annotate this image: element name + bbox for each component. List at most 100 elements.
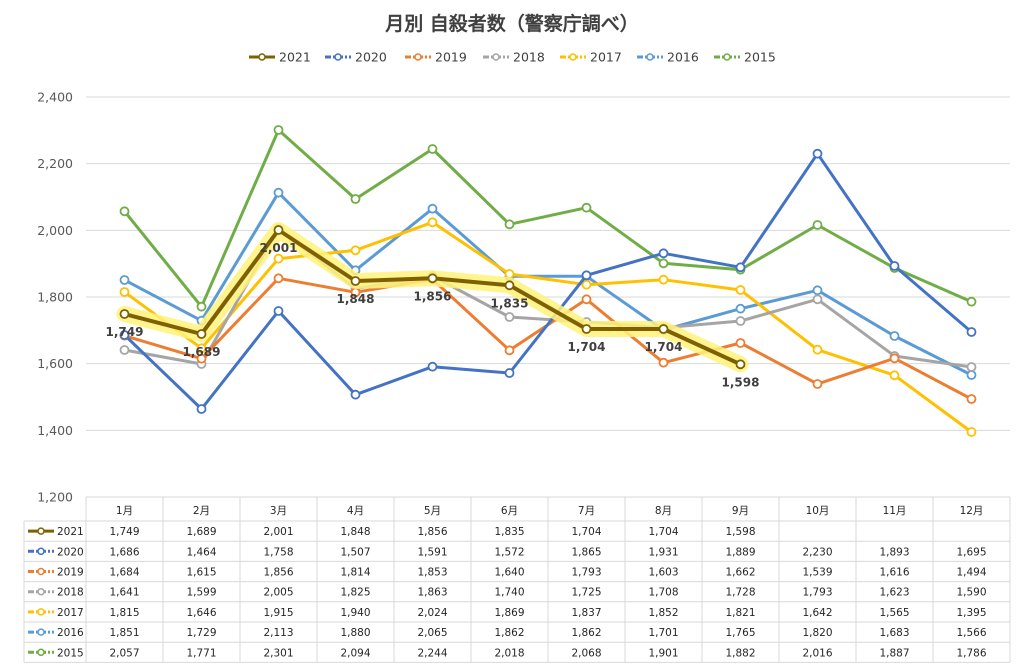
table-cell: 1,915 [263, 607, 293, 619]
table-series-name: 2015 [57, 647, 84, 659]
table-marker-2017 [37, 608, 45, 616]
table-cell: 1,862 [494, 627, 524, 639]
table-cell: 1,793 [802, 587, 832, 599]
table-cell: 2,244 [417, 647, 447, 659]
table-cell: 2,230 [802, 546, 832, 558]
data-point [581, 324, 592, 334]
data-label: 1,856 [414, 289, 452, 303]
table-cell: 1,539 [802, 567, 832, 579]
data-point [119, 275, 130, 285]
table-cell: 1,598 [725, 526, 755, 538]
data-point [812, 285, 823, 296]
data-point [273, 125, 284, 135]
table-cell: 1,821 [725, 607, 755, 619]
x-tick-label: 4月 [347, 505, 364, 517]
legend-label-2020: 2020 [355, 50, 387, 65]
table-series-name: 2017 [57, 607, 84, 619]
y-tick-label: 2,000 [37, 223, 73, 238]
data-point [735, 303, 746, 314]
table-cell: 1,683 [879, 627, 909, 639]
data-point [658, 357, 669, 368]
y-tick-label: 1,600 [37, 356, 73, 371]
table-cell: 1,889 [725, 546, 755, 558]
table-cell: 2,065 [417, 627, 447, 639]
data-point [658, 258, 669, 269]
data-label: 2,001 [260, 241, 298, 255]
data-point [427, 144, 438, 154]
data-point [196, 343, 207, 354]
data-point [350, 276, 361, 286]
table-cell: 1,837 [571, 607, 601, 619]
table-cell: 1,641 [109, 587, 139, 599]
table-cell: 1,940 [340, 607, 370, 619]
series-line-2017 [123, 220, 973, 434]
data-point [119, 206, 130, 217]
data-point [581, 279, 592, 290]
x-tick-label: 9月 [732, 505, 749, 517]
table-cell: 1,771 [186, 647, 216, 659]
data-label: 1,749 [106, 325, 144, 339]
data-point [581, 270, 592, 281]
x-tick-label: 1月 [116, 505, 133, 517]
table-cell: 1,689 [186, 526, 216, 538]
table-cell: 1,901 [648, 647, 678, 659]
data-point [812, 148, 823, 159]
table-cell: 1,646 [186, 607, 216, 619]
data-point [812, 344, 823, 355]
table-cell: 2,024 [417, 607, 447, 619]
table-cell: 1,887 [879, 647, 909, 659]
table-cell: 2,018 [494, 647, 524, 659]
table-cell: 1,856 [263, 567, 293, 579]
data-point [119, 330, 130, 340]
table-cell: 1,814 [340, 567, 370, 579]
data-point [658, 324, 669, 334]
data-point [889, 370, 900, 381]
table-cell: 1,494 [956, 567, 986, 579]
chart-title: 月別 自殺者数（警察庁調べ） [384, 12, 639, 35]
data-point [196, 353, 207, 364]
table-cell: 1,566 [956, 627, 986, 639]
table-marker-2020 [37, 547, 45, 556]
table-cell: 1,662 [725, 567, 755, 579]
data-label: 1,835 [491, 296, 529, 310]
table-cell: 1,862 [571, 627, 601, 639]
data-point [196, 329, 207, 339]
x-tick-label: 3月 [270, 505, 287, 517]
data-point [735, 316, 746, 326]
table-cell: 2,094 [340, 647, 370, 659]
y-axis: 1,200 1,400 1,600 1,800 2,000 2,200 2,400 [37, 90, 73, 505]
data-table: 1月 2月 3月 4月 5月 6月 7月 8月 9月 10月 11月 12月 2021 1,749 1,68… [23, 497, 1011, 663]
table-cell: 1,725 [571, 587, 601, 599]
data-point [735, 262, 746, 273]
data-point [504, 280, 515, 291]
x-tick-label: 12月 [960, 505, 984, 517]
table-cell: 1,616 [879, 567, 909, 579]
table-cell: 1,708 [648, 587, 678, 599]
table-cell: 1,464 [186, 546, 216, 558]
table-cell: 1,704 [571, 526, 601, 538]
table-cell: 1,740 [494, 587, 524, 599]
table-cell: 2,005 [263, 587, 293, 599]
legend-marker-2020 [334, 53, 342, 61]
data-point [196, 404, 207, 414]
data-label: 1,848 [337, 292, 375, 306]
legend-marker-2019 [414, 53, 422, 61]
table-cell: 1,590 [956, 587, 986, 599]
table-series-name: 2020 [57, 546, 84, 558]
series-lines [116, 125, 977, 437]
y-tick-label: 1,200 [37, 490, 73, 505]
table-cell: 1,863 [417, 587, 447, 599]
table-cell: 2,068 [571, 647, 601, 659]
table-series-name: 2018 [57, 587, 84, 599]
data-point [273, 253, 284, 264]
data-point [504, 269, 515, 279]
data-point [735, 285, 746, 295]
data-point [658, 248, 669, 259]
table-cell: 1,704 [648, 526, 678, 538]
data-point [119, 345, 130, 355]
series-line-2015 [123, 128, 973, 309]
x-tick-label: 8月 [655, 505, 672, 517]
data-point [735, 359, 746, 370]
legend-marker-2016 [646, 53, 654, 61]
